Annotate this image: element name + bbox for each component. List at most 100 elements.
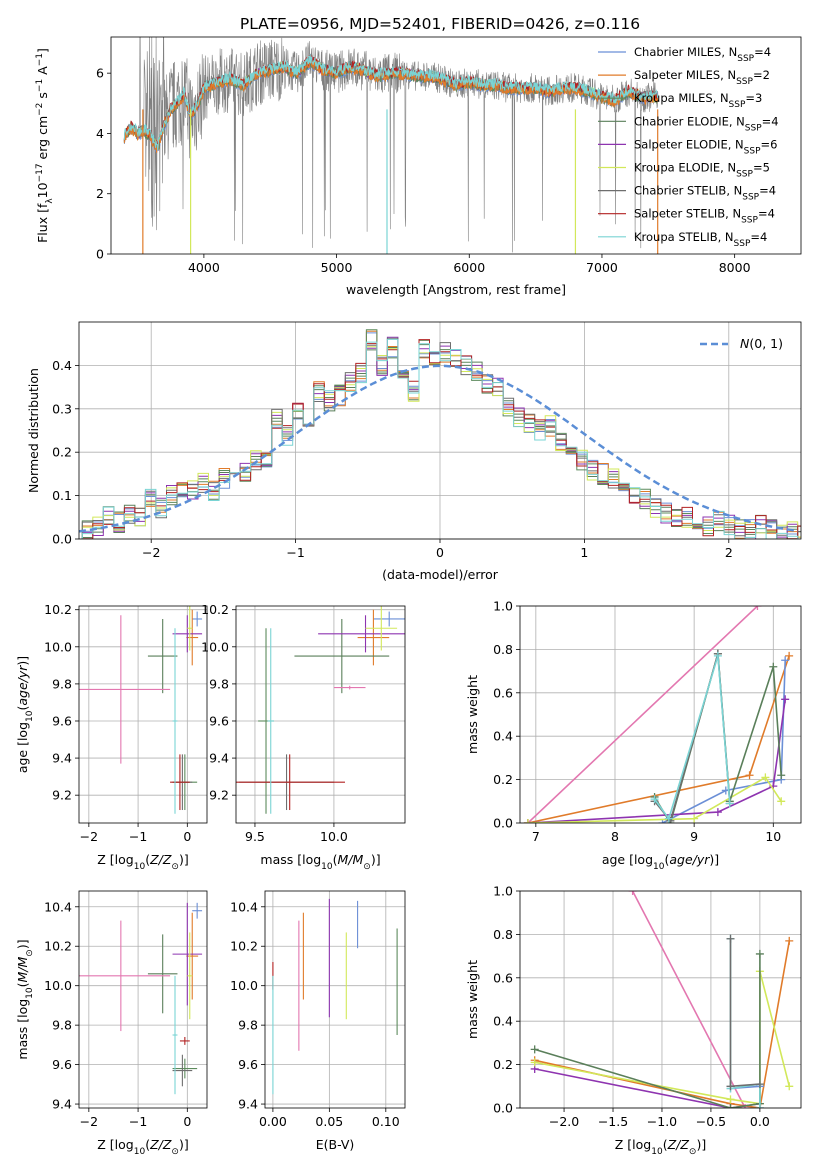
y-tick-label: 0.1: [52, 488, 72, 503]
x-tick-label: −1.5: [598, 1114, 628, 1129]
model-spectrum-line: [123, 54, 659, 151]
y-tick-label: 9.6: [52, 1057, 72, 1072]
x-tick-label: −2: [80, 829, 98, 844]
figure-title: PLATE=0956, MJD=52401, FIBERID=0426, z=0…: [240, 15, 640, 33]
observed-spectrum-line: [124, 37, 658, 253]
y-tick-label: 0.8: [493, 927, 513, 942]
weight-line: [729, 938, 761, 1108]
y-axis-label: mass [log10(M/M⊙)]: [15, 939, 35, 1059]
z-mass-panel: −2 −1 0 9.4 9.6 9.8 10.0 10.2 10.4 Z [log10(Z/Z⊙)…: [15, 890, 208, 1157]
axes-frame: [519, 605, 802, 824]
weight-marker: [628, 891, 637, 895]
ebv-mass-panel: 0.00 0.05 0.10 9.4 9.6 9.8 10.0 10.2 10.4 E(B-V): [230, 890, 406, 1152]
axes-frame: [78, 321, 802, 540]
x-tick-label: 0.0: [750, 1114, 770, 1129]
x-tick-label: 6000: [453, 260, 485, 275]
y-tick-label: 0.2: [493, 772, 513, 787]
y-tick-label: 10.2: [44, 939, 72, 954]
weight-marker: [523, 819, 532, 823]
y-tick-label: 0.4: [493, 1014, 513, 1029]
z-age-panel: −2 −1 0 9.2 9.4 9.6 9.8 10.0 10.2 Z [log10(Z/Z⊙)]…: [15, 602, 208, 872]
x-axis-label: wavelength [Angstrom, rest frame]: [346, 282, 566, 297]
age-weight-panel: 7 8 9 10 0.0 0.2 0.4 0.6 0.8 1.0 age [log10(age/yr…: [465, 599, 802, 872]
residuals-panel: −2 −1 0 1 2 0.0 0.1 0.2 0.3 0.4 (data-model)/error…: [26, 321, 802, 582]
y-axis-label: mass weight: [465, 675, 480, 754]
x-tick-label: 0.00: [259, 1114, 287, 1129]
weight-line: [653, 653, 731, 823]
residual-histogram: [79, 338, 801, 539]
y-tick-label: 9.8: [52, 676, 72, 691]
x-axis-label: (data-model)/error: [382, 567, 499, 582]
y-tick-label: 9.2: [52, 788, 72, 803]
weight-marker: [785, 651, 794, 660]
legend-entry: Chabrier MILES, NSSP=4: [634, 45, 771, 64]
legend-entry: Kroupa ELODIE, NSSP=5: [634, 161, 770, 180]
y-tick-label: 9.4: [209, 751, 229, 766]
x-tick-label: 0.10: [372, 1114, 400, 1129]
y-tick-label: 10.4: [230, 899, 258, 914]
normal-reference-curve: [79, 364, 799, 533]
y-tick-label: 4: [96, 126, 104, 141]
y-tick-label: 0.0: [493, 1101, 513, 1116]
y-tick-label: 0.0: [493, 816, 513, 831]
z-weight-panel: −2.0 −1.5 −1.0 −0.5 0.0 0.0 0.2 0.4 0.6 0.8 1.0 Z […: [465, 884, 802, 1157]
x-tick-label: 7: [532, 829, 540, 844]
axes-frame: [264, 890, 406, 1109]
y-tick-label: 9.4: [52, 1097, 72, 1112]
weight-marker: [664, 814, 673, 823]
y-tick-label: 9.2: [209, 788, 229, 803]
y-tick-label: 9.6: [209, 713, 229, 728]
x-axis-label: E(B-V): [316, 1137, 355, 1152]
y-tick-label: 10.0: [230, 978, 258, 993]
y-tick-label: 2: [96, 186, 104, 201]
legend: Chabrier MILES, NSSP=4 Salpeter MILES, NS…: [598, 45, 779, 249]
weight-marker: [781, 695, 790, 704]
x-tick-label: 1: [580, 545, 588, 560]
weight-line: [527, 606, 759, 823]
legend-entry: Salpeter ELODIE, NSSP=6: [634, 137, 777, 156]
axes-frame: [78, 890, 208, 1109]
y-tick-label: 0.2: [493, 1057, 513, 1072]
spectrum-panel: 4000 5000 6000 7000 8000 0 2 4 6 wavelength [Angs…: [35, 36, 802, 297]
x-tick-label: −2: [142, 545, 160, 560]
y-tick-label: 9.4: [238, 1097, 258, 1112]
x-tick-label: −1.0: [647, 1114, 677, 1129]
legend-entry: Salpeter MILES, NSSP=2: [634, 68, 770, 87]
z-age-plot-area: [79, 606, 203, 814]
y-tick-label: 10.2: [230, 939, 258, 954]
y-tick-label: 0.3: [52, 401, 72, 416]
y-tick-label: 1.0: [493, 884, 513, 899]
x-tick-label: −1: [129, 829, 147, 844]
weight-marker: [755, 1080, 764, 1089]
ebv-mass-plot-area: [272, 898, 398, 1095]
weight-marker: [769, 662, 778, 671]
axes-frame: [110, 36, 802, 255]
y-tick-label: 0.6: [493, 685, 513, 700]
weight-marker: [726, 1104, 735, 1108]
weight-marker: [785, 1082, 794, 1091]
weight-marker: [755, 1104, 764, 1108]
legend-entry: Chabrier ELODIE, NSSP=4: [634, 114, 779, 133]
legend-entry: N(0, 1): [740, 336, 783, 351]
x-tick-label: 10.0: [320, 829, 348, 844]
y-axis-label: Flux [fλ10−17 erg cm−2 s−1 A−1]: [35, 48, 55, 243]
x-axis-label: Z [log10(Z/Z⊙)]: [97, 852, 188, 872]
weight-marker: [650, 795, 659, 804]
legend-entry: Salpeter STELIB, NSSP=4: [634, 207, 775, 226]
y-tick-label: 9.8: [52, 1018, 72, 1033]
y-axis-label: mass weight: [465, 960, 480, 1039]
spectrum-plot-area: [123, 37, 659, 254]
y-tick-label: 0.4: [493, 729, 513, 744]
weight-marker: [530, 1058, 539, 1067]
weight-marker: [658, 819, 667, 823]
legend-entry: Kroupa MILES, NSSP=3: [634, 91, 762, 110]
weight-marker: [530, 1045, 539, 1054]
weight-marker: [781, 656, 790, 665]
axes-frame: [235, 605, 406, 824]
x-tick-label: 9: [690, 829, 698, 844]
weight-line: [534, 953, 761, 1108]
x-tick-label: −1: [286, 545, 304, 560]
x-axis-label: age [log10(age/yr)]: [602, 852, 719, 872]
x-axis-label: Z [log10(Z/Z⊙)]: [615, 1137, 706, 1157]
